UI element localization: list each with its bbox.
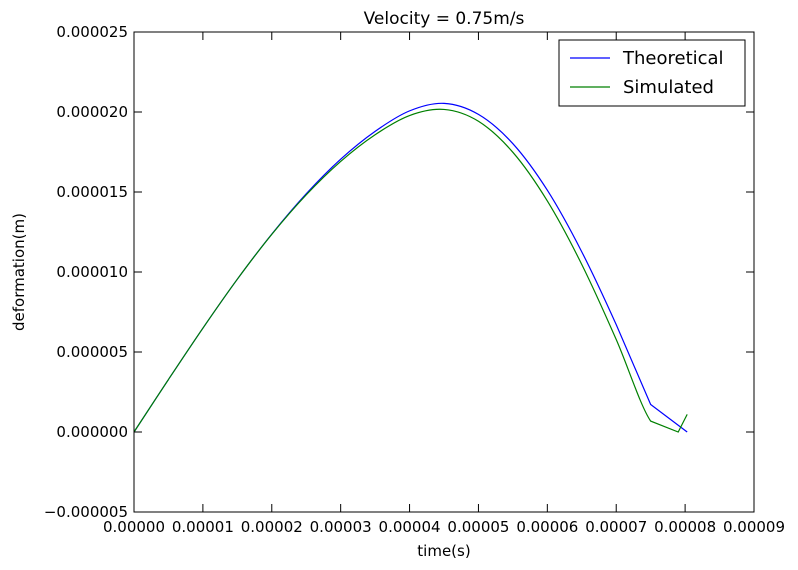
plot-area <box>134 32 754 512</box>
legend-label-theoretical: Theoretical <box>622 48 724 69</box>
x-tick-label: 0.00001 <box>172 518 234 536</box>
legend: Theoretical Simulated <box>558 39 746 107</box>
y-tick-label: 0.000005 <box>56 343 128 361</box>
y-tick-label: −0.000005 <box>44 503 128 521</box>
y-tick-label: 0.000000 <box>56 423 128 441</box>
legend-box <box>558 39 746 107</box>
ticks-layer: 0.00000 0.00001 0.00002 0.00003 0.00004 0.000… <box>44 23 785 536</box>
x-tick-label: 0.00006 <box>516 518 578 536</box>
x-tick-label: 0.00000 <box>103 518 165 536</box>
x-tick-label: 0.00009 <box>723 518 785 536</box>
series-line-simulated <box>133 108 688 433</box>
legend-label-simulated: Simulated <box>623 77 714 98</box>
x-tick-label: 0.00003 <box>310 518 372 536</box>
series-layer <box>133 102 688 433</box>
chart-title: Velocity = 0.75m/s <box>364 9 525 29</box>
x-tick-label: 0.00005 <box>447 518 509 536</box>
x-tick-label: 0.00004 <box>379 518 441 536</box>
y-tick-label: 0.000025 <box>56 23 128 41</box>
x-tick-label: 0.00008 <box>654 518 716 536</box>
x-tick-label: 0.00007 <box>585 518 647 536</box>
y-tick-label: 0.000020 <box>56 103 128 121</box>
x-tick-label: 0.00002 <box>241 518 303 536</box>
y-tick-label: 0.000010 <box>56 263 128 281</box>
y-tick-label: 0.000015 <box>56 183 128 201</box>
x-axis-label: time(s) <box>417 542 470 560</box>
y-axis-label: deformation(m) <box>10 213 28 331</box>
